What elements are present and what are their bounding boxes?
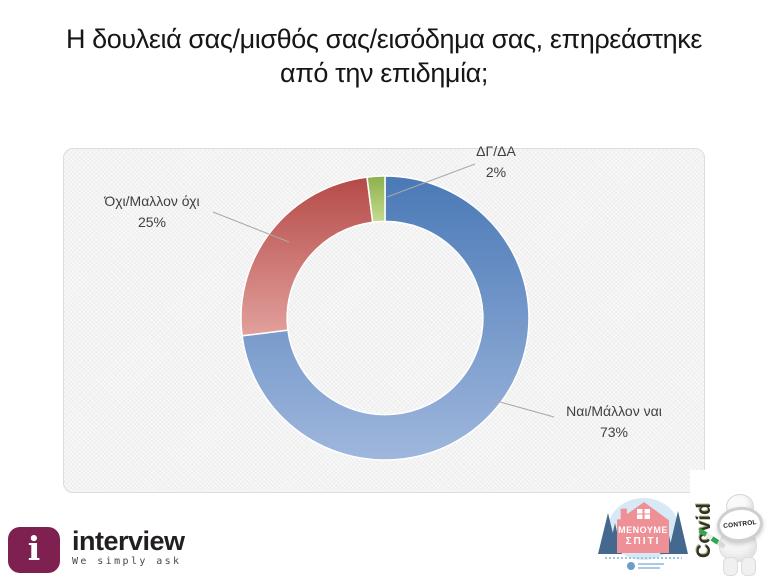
covid-control-logo: Covid CONTROL xyxy=(690,470,768,576)
interview-brand-name: interview xyxy=(72,526,185,556)
title-line-1: Η δουλειά σας/μισθός σας/εισόδημα σας, ε… xyxy=(65,24,703,54)
fine-print-line xyxy=(605,557,682,559)
interview-logo-text: interview We simply ask xyxy=(72,527,185,567)
data-label-nai: Ναι/Μάλλον ναι 73% xyxy=(534,401,694,443)
data-label-oxi-value: 25% xyxy=(137,214,167,230)
donut-chart-svg xyxy=(212,163,555,461)
page-title: Η δουλειά σας/μισθός σας/εισόδημα σας, ε… xyxy=(0,22,768,90)
data-label-dgda-category: ΔΓ/ΔΑ xyxy=(476,143,516,159)
figurine-leg xyxy=(723,557,738,576)
data-label-oxi: Όχι/Μαλλον όχι 25% xyxy=(72,191,232,233)
data-label-dgda: ΔΓ/ΔΑ 2% xyxy=(436,141,556,183)
ministry-emblem-icon xyxy=(627,562,635,570)
leader-line-nai xyxy=(492,399,555,418)
data-label-nai-category: Ναι/Μάλλον ναι xyxy=(566,403,662,419)
data-label-oxi-category: Όχι/Μαλλον όχι xyxy=(104,193,200,209)
data-label-dgda-value: 2% xyxy=(485,164,507,180)
ministry-emblem-text-lines xyxy=(638,563,664,569)
interview-i-icon: i xyxy=(8,527,60,573)
donut-slice-2 xyxy=(366,175,386,224)
house-window-icon xyxy=(637,509,650,519)
donut-chart-area xyxy=(63,148,705,493)
stay-home-text-line2: ΣΠΙΤΙ xyxy=(625,536,661,547)
leader-line-dgda xyxy=(386,163,476,198)
donut-slice-0 xyxy=(241,175,530,461)
donut-slice-1 xyxy=(240,176,374,337)
interview-tagline: We simply ask xyxy=(72,556,182,567)
title-line-2: από την επιδημία; xyxy=(279,58,488,88)
interview-i-glyph: i xyxy=(27,529,41,568)
data-label-nai-value: 73% xyxy=(599,424,629,440)
stay-home-text-line1: ΜΕΝΟΥΜΕ xyxy=(618,525,668,535)
figurine-leg xyxy=(741,557,756,576)
covid-lens-text: CONTROL xyxy=(722,518,758,531)
stay-home-logo: ΜΕΝΟΥΜΕ ΣΠΙΤΙ xyxy=(596,496,690,576)
interview-logo: i interview We simply ask xyxy=(8,527,185,573)
covid-vertical-text: Covid xyxy=(694,482,716,558)
leader-line-oxi xyxy=(212,211,290,243)
